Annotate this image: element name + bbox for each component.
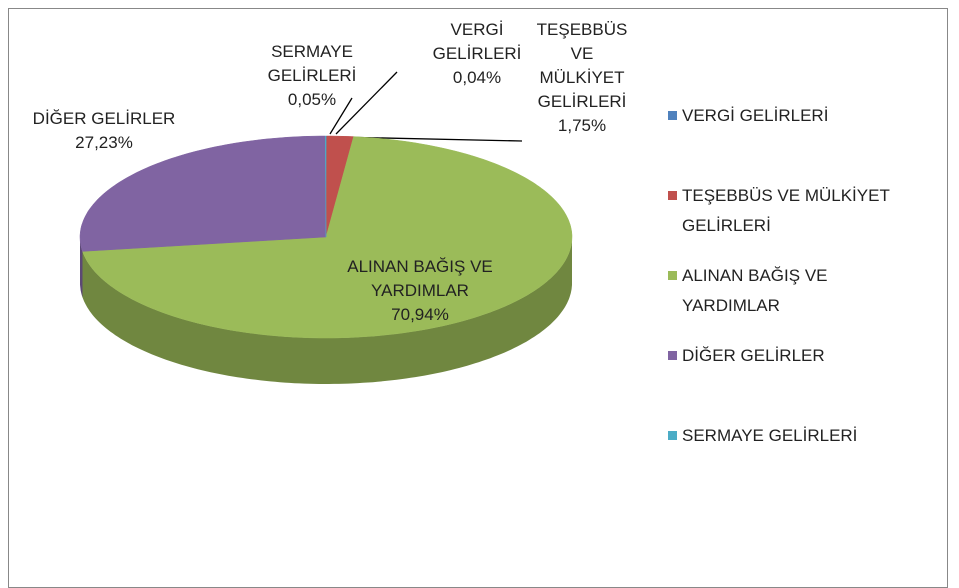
pie-area [79, 71, 573, 384]
data-label-name: ALINAN BAĞIŞ VE YARDIMLAR [347, 257, 493, 300]
data-label-name: SERMAYE GELİRLERİ [267, 42, 357, 85]
leader-line [329, 97, 353, 135]
legend-swatch [668, 431, 677, 440]
legend-entry: SERMAYE GELİRLERİ [682, 426, 858, 445]
data-label-name: VERGİ GELİRLERİ [432, 20, 522, 63]
data-label-value: 27,23% [75, 133, 133, 152]
legend-swatch [668, 111, 677, 120]
data-label: ALINAN BAĞIŞ VE YARDIMLAR 70,94% [340, 255, 500, 327]
pie-side [80, 237, 83, 298]
leader-line [335, 71, 398, 135]
data-label: VERGİ GELİRLERİ 0,04% [422, 18, 532, 90]
data-label-value: 0,04% [452, 68, 502, 87]
pie-side [82, 237, 572, 384]
chart: VERGİ GELİRLERİ 0,04% TEŞEBBÜS VE MÜLKİYET… [4, 8, 948, 588]
data-label: DİĞER GELİRLER 27,23% [4, 107, 204, 155]
data-label-value: 1,75% [557, 116, 607, 135]
legend-swatch [668, 271, 677, 280]
legend-entry: VERGİ GELİRLERİ [682, 106, 829, 125]
legend-swatch [668, 351, 677, 360]
pie-slice [82, 136, 573, 339]
data-label-name: TEŞEBBÜS VE MÜLKİYET GELİRLERİ [536, 20, 628, 111]
pie-slice [79, 135, 327, 252]
data-label: TEŞEBBÜS VE MÜLKİYET GELİRLERİ 1,75% [532, 18, 632, 138]
data-label: SERMAYE GELİRLERİ 0,05% [262, 40, 362, 112]
legend-entry: TEŞEBBÜS VE MÜLKİYET GELİRLERİ [682, 186, 890, 235]
data-label-name: DİĞER GELİRLER [32, 109, 176, 128]
data-label-value: 0,05% [287, 90, 337, 109]
legend-entry: ALINAN BAĞIŞ VE YARDIMLAR [682, 266, 828, 315]
pie-slice [324, 135, 327, 238]
legend-swatch [668, 191, 677, 200]
legend-entry: DİĞER GELİRLER [682, 346, 825, 365]
data-label-value: 70,94% [391, 305, 449, 324]
